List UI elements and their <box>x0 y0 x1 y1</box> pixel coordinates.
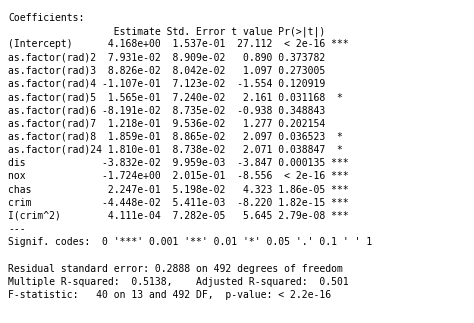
Text: Residual standard error: 0.2888 on 492 degrees of freedom: Residual standard error: 0.2888 on 492 d… <box>8 264 343 274</box>
Text: chas             2.247e-01  5.198e-02   4.323 1.86e-05 ***: chas 2.247e-01 5.198e-02 4.323 1.86e-05 … <box>8 185 349 194</box>
Text: Coefficients:: Coefficients: <box>8 13 84 23</box>
Text: nox             -1.724e+00  2.015e-01  -8.556  < 2e-16 ***: nox -1.724e+00 2.015e-01 -8.556 < 2e-16 … <box>8 172 349 182</box>
Text: as.factor(rad)5  1.565e-01  7.240e-02   2.161 0.031168  *: as.factor(rad)5 1.565e-01 7.240e-02 2.16… <box>8 92 349 102</box>
Text: as.factor(rad)3  8.826e-02  8.042e-02   1.097 0.273005: as.factor(rad)3 8.826e-02 8.042e-02 1.09… <box>8 66 349 76</box>
Text: as.factor(rad)24 1.810e-01  8.738e-02   2.071 0.038847  *: as.factor(rad)24 1.810e-01 8.738e-02 2.0… <box>8 145 349 155</box>
Text: I(crim^2)        4.111e-04  7.282e-05   5.645 2.79e-08 ***: I(crim^2) 4.111e-04 7.282e-05 5.645 2.79… <box>8 211 349 221</box>
Text: crim            -4.448e-02  5.411e-03  -8.220 1.82e-15 ***: crim -4.448e-02 5.411e-03 -8.220 1.82e-1… <box>8 198 349 208</box>
Text: Signif. codes:  0 '***' 0.001 '**' 0.01 '*' 0.05 '.' 0.1 ' ' 1: Signif. codes: 0 '***' 0.001 '**' 0.01 '… <box>8 237 372 247</box>
Text: F-statistic:   40 on 13 and 492 DF,  p-value: < 2.2e-16: F-statistic: 40 on 13 and 492 DF, p-valu… <box>8 290 331 300</box>
Text: (Intercept)      4.168e+00  1.537e-01  27.112  < 2e-16 ***: (Intercept) 4.168e+00 1.537e-01 27.112 <… <box>8 39 349 49</box>
Text: as.factor(rad)8  1.859e-01  8.865e-02   2.097 0.036523  *: as.factor(rad)8 1.859e-01 8.865e-02 2.09… <box>8 132 349 142</box>
Text: as.factor(rad)6 -8.191e-02  8.735e-02  -0.938 0.348843: as.factor(rad)6 -8.191e-02 8.735e-02 -0.… <box>8 105 349 115</box>
Text: dis             -3.832e-02  9.959e-03  -3.847 0.000135 ***: dis -3.832e-02 9.959e-03 -3.847 0.000135… <box>8 158 349 168</box>
Text: ---: --- <box>8 224 26 234</box>
Text: as.factor(rad)7  1.218e-01  9.536e-02   1.277 0.202154: as.factor(rad)7 1.218e-01 9.536e-02 1.27… <box>8 119 349 129</box>
Text: Estimate Std. Error t value Pr(>|t|): Estimate Std. Error t value Pr(>|t|) <box>8 26 337 37</box>
Text: as.factor(rad)4 -1.107e-01  7.123e-02  -1.554 0.120919: as.factor(rad)4 -1.107e-01 7.123e-02 -1.… <box>8 79 349 89</box>
Text: as.factor(rad)2  7.931e-02  8.909e-02   0.890 0.373782: as.factor(rad)2 7.931e-02 8.909e-02 0.89… <box>8 53 349 63</box>
Text: Multiple R-squared:  0.5138,    Adjusted R-squared:  0.501: Multiple R-squared: 0.5138, Adjusted R-s… <box>8 277 349 287</box>
